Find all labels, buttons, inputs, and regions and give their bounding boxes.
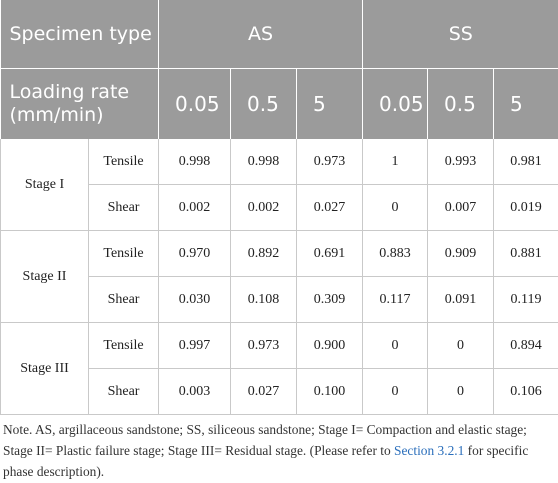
table-cell: 0.027	[296, 184, 364, 231]
table-row: Shear 0.002 0.002 0.027 0 0.007 0.019	[1, 184, 558, 231]
row-type-label: Tensile	[87, 322, 160, 369]
table-row: Shear 0.003 0.027 0.100 0 0 0.106	[1, 368, 558, 415]
loading-rate-header: Loading rate (mm/min)	[0, 68, 159, 139]
stage-label: Stage I	[0, 139, 89, 231]
rate-header: 5	[493, 68, 558, 139]
table-cell: 0	[362, 184, 429, 231]
table-cell: 0.998	[158, 139, 232, 185]
table-cell: 0.997	[158, 322, 232, 369]
group-header-as: AS	[158, 0, 363, 69]
table-row: Shear 0.030 0.108 0.309 0.117 0.091 0.11…	[1, 276, 558, 323]
table-cell: 0.881	[493, 230, 558, 277]
rate-header: 0.5	[427, 68, 494, 139]
table-cell: 0.309	[296, 276, 364, 323]
table-cell: 0.019	[493, 184, 558, 231]
section-link[interactable]: Section 3.2.1	[394, 443, 465, 458]
table-cell: 0.003	[158, 368, 232, 415]
row-type-label: Shear	[87, 184, 160, 231]
table-cell: 0.993	[427, 139, 495, 185]
table-cell: 0	[362, 368, 429, 415]
table-cell: 0.007	[427, 184, 495, 231]
group-header-ss: SS	[362, 0, 558, 69]
table-cell: 0.894	[493, 322, 558, 369]
row-type-label: Tensile	[87, 139, 160, 185]
rate-header: 0.05	[158, 68, 231, 139]
table-cell: 0	[427, 322, 495, 369]
table-cell: 0.973	[230, 322, 298, 369]
stage-label: Stage III	[0, 322, 89, 415]
row-type-label: Tensile	[87, 230, 160, 277]
table-row: Stage I Tensile 0.998 0.998 0.973 1 0.99…	[0, 139, 558, 231]
table-cell: 0.117	[362, 276, 429, 323]
table-cell: 0.973	[296, 139, 364, 185]
table-cell: 0.892	[230, 230, 298, 277]
table-note: Note. AS, argillaceous sandstone; SS, si…	[3, 419, 551, 482]
table-cell: 0.027	[230, 368, 298, 415]
specimen-type-header: Specimen type	[0, 0, 159, 69]
table-cell: 0.883	[362, 230, 429, 277]
table-cell: 1	[362, 139, 429, 185]
table-cell: 0.970	[158, 230, 232, 277]
rate-header: 5	[296, 68, 363, 139]
table-cell: 0	[427, 368, 495, 415]
table-cell: 0.998	[230, 139, 298, 185]
table-cell: 0.100	[296, 368, 364, 415]
row-type-label: Shear	[87, 368, 160, 415]
table-cell: 0.981	[493, 139, 558, 185]
note-text-end: for specific phase description).	[3, 443, 529, 479]
table-cell: 0.691	[296, 230, 364, 277]
table-cell: 0.108	[230, 276, 298, 323]
table-cell: 0.091	[427, 276, 495, 323]
table-row: Stage II Tensile 0.970 0.892 0.691 0.883…	[0, 230, 558, 323]
stage-label: Stage II	[0, 230, 89, 323]
table-cell: 0.002	[158, 184, 232, 231]
row-type-label: Shear	[87, 276, 160, 323]
table-cell: 0	[362, 322, 429, 369]
table-cell: 0.909	[427, 230, 495, 277]
table-cell: 0.002	[230, 184, 298, 231]
table-cell: 0.106	[493, 368, 558, 415]
results-table: Specimen type AS SS Loading rate (mm/min…	[0, 0, 558, 415]
table-cell: 0.900	[296, 322, 364, 369]
table-cell: 0.030	[158, 276, 232, 323]
table-row: Stage III Tensile 0.997 0.973 0.900 0 0 …	[0, 322, 558, 415]
note-text: Note. AS, argillaceous sandstone; SS, si…	[3, 422, 527, 458]
rate-header: 0.05	[362, 68, 428, 139]
rate-header: 0.5	[230, 68, 297, 139]
table-cell: 0.119	[493, 276, 558, 323]
